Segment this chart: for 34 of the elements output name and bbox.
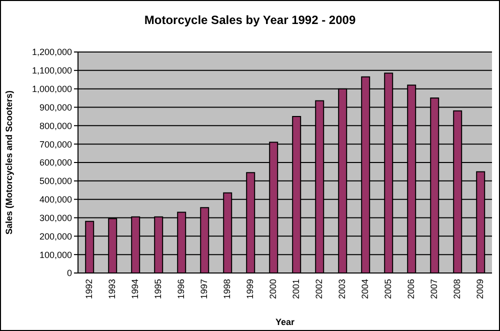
x-tick-label: 1998 (222, 279, 232, 300)
x-tick-label: 2001 (290, 279, 301, 300)
x-tick-label: 2003 (336, 279, 347, 300)
x-tick-label: 2006 (406, 279, 416, 300)
y-tick-label: 1,000,000 (32, 84, 72, 94)
y-tick-label: 400,000 (39, 194, 72, 205)
y-tick-label: 1,200,000 (32, 47, 72, 58)
x-axis-title: Year (275, 317, 295, 327)
y-tick-label: 300,000 (39, 212, 72, 223)
x-tick-label: 2004 (360, 279, 370, 300)
x-tick-label: 2008 (452, 279, 462, 300)
chart-title: Motorcycle Sales by Year 1992 - 2009 (143, 13, 357, 27)
y-tick-label: 900,000 (39, 102, 72, 112)
y-tick-label: 800,000 (39, 120, 72, 131)
x-tick-label: 1997 (198, 279, 209, 300)
x-tick-label: 2009 (474, 279, 485, 300)
y-tick-label: 1,100,000 (32, 66, 72, 76)
x-tick-label: 1999 (244, 279, 255, 300)
y-tick-label: 700,000 (39, 139, 72, 150)
x-tick-label: 1993 (106, 279, 117, 300)
x-tick-label: 2005 (382, 279, 393, 300)
x-tick-label: 1994 (130, 279, 140, 300)
y-tick-label: 200,000 (39, 231, 72, 242)
y-tick-label: 500,000 (39, 176, 72, 186)
x-tick-label: 2000 (268, 279, 278, 300)
x-tick-label: 1992 (84, 279, 94, 300)
y-tick-label: 600,000 (39, 158, 72, 168)
y-tick-label: 100,000 (39, 250, 72, 260)
x-tick-label: 2002 (314, 279, 324, 300)
x-tick-label: 1995 (152, 279, 163, 300)
y-axis-title: Sales (Motorcycles and Scooters) (4, 90, 14, 235)
x-tick-label: 2007 (428, 279, 439, 300)
x-tick-label: 1996 (176, 279, 186, 300)
y-tick-label: 0 (66, 268, 72, 278)
